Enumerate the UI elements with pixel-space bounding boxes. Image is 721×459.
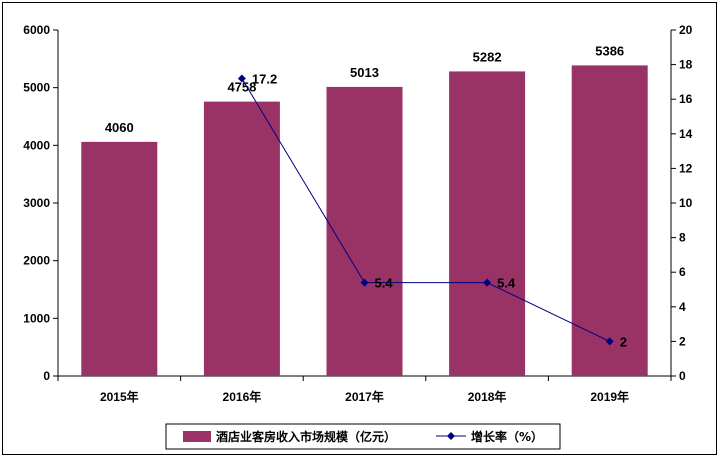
- legend-label-bar: 酒店业客房收入市场规模（亿元）: [216, 429, 396, 444]
- y-left-tick-label: 0: [43, 369, 50, 383]
- y-right-tick-label: 4: [679, 300, 686, 314]
- growth-data-label: 5.4: [375, 276, 394, 291]
- bar: [449, 71, 526, 376]
- y-right-tick-label: 0: [679, 369, 686, 383]
- x-tick-label: 2015年: [100, 389, 139, 404]
- x-tick-label: 2019年: [590, 389, 629, 404]
- y-right-tick-label: 6: [679, 265, 686, 279]
- growth-point: [605, 337, 614, 346]
- growth-point: [237, 74, 246, 83]
- bars: [81, 65, 648, 377]
- y-right-tick-label: 16: [679, 92, 693, 106]
- y-right-tick-label: 18: [679, 58, 693, 72]
- bar: [326, 86, 403, 377]
- y-left-tick-label: 1000: [23, 311, 50, 325]
- x-tick-labels: 2015年 2016年 2017年 2018年 2019年: [100, 389, 629, 404]
- y-right-tick-label: 12: [679, 161, 693, 175]
- bar-data-label: 5386: [595, 43, 624, 58]
- growth-line: [237, 74, 614, 346]
- bar: [81, 141, 158, 376]
- growth-point: [360, 278, 369, 287]
- legend-box: [165, 423, 561, 450]
- y-right-tick-label: 14: [679, 127, 693, 141]
- growth-line-path: [241, 78, 610, 342]
- y-left-tick-label: 2000: [23, 254, 50, 268]
- y-right-tick-label: 10: [679, 196, 693, 210]
- growth-data-label: 5.4: [497, 276, 516, 291]
- y-left-tick-label: 6000: [23, 23, 50, 37]
- y-right-tick-label: 20: [679, 23, 693, 37]
- x-tick-label: 2018年: [468, 389, 507, 404]
- x-tick-label: 2016年: [223, 389, 262, 404]
- bar-data-label: 5013: [350, 65, 379, 80]
- legend-label-line: 增长率（%）: [471, 429, 543, 444]
- growth-data-label: 17.2: [252, 71, 277, 86]
- legend-swatch-marker: [447, 432, 455, 440]
- y-left-tick-label: 4000: [23, 138, 50, 152]
- y-left-tick-label: 5000: [23, 81, 50, 95]
- legend: 酒店业客房收入市场规模（亿元） 增长率（%）: [165, 423, 561, 450]
- x-tick-label: 2017年: [345, 389, 384, 404]
- y-right-tick-label: 8: [679, 231, 686, 245]
- bar: [571, 65, 648, 376]
- bar-data-label: 5282: [473, 49, 502, 64]
- growth-data-label: 2: [620, 334, 627, 349]
- growth-point: [483, 278, 492, 287]
- line-labels: 17.2 5.4 5.4 2: [252, 71, 627, 349]
- axes: 0 1000 2000 3000 4000 5000 6000 0 2 4 6 8 10 12 14 16 18…: [23, 23, 692, 383]
- bar: [203, 101, 280, 376]
- y-left-tick-label: 3000: [23, 196, 50, 210]
- legend-swatch-bar: [183, 431, 211, 442]
- bar-data-label: 4060: [105, 120, 134, 135]
- y-right-tick-label: 2: [679, 334, 686, 348]
